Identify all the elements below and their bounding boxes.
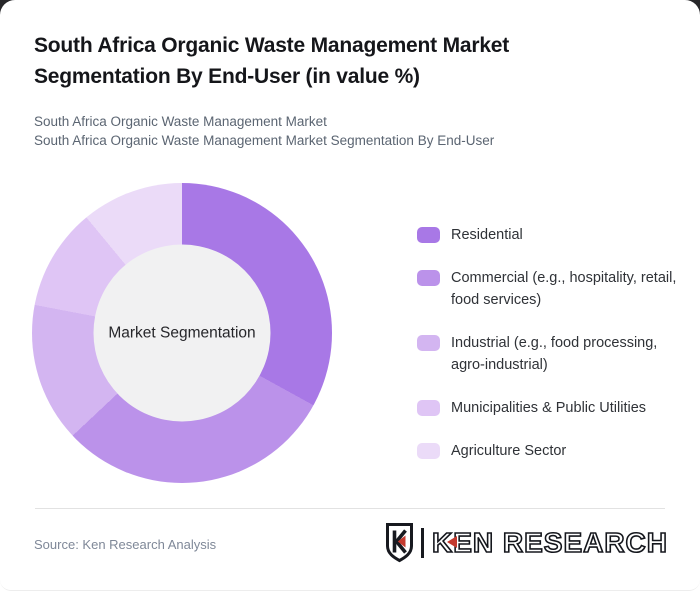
logo-red-triangle xyxy=(397,535,406,548)
legend-label: Agriculture Sector xyxy=(451,443,567,459)
footer-divider xyxy=(35,508,665,509)
logo-wordmark: KEN RESEARCH xyxy=(431,526,668,559)
ken-research-shield-icon xyxy=(385,523,413,563)
logo-separator xyxy=(420,527,424,558)
legend-swatch xyxy=(417,227,440,243)
wordmark-red-triangle-icon xyxy=(446,535,457,548)
donut-chart: Market Segmentation xyxy=(32,183,332,483)
legend-item-agriculture: Agriculture Sector xyxy=(417,440,679,462)
legend-label: Industrial (e.g., food processing, agro-… xyxy=(451,335,658,373)
donut-center-label: Market Segmentation xyxy=(108,324,256,341)
legend-item-industrial: Industrial (e.g., food processing, agro-… xyxy=(417,332,679,376)
ken-research-logo: KEN RESEARCH xyxy=(384,522,668,563)
legend-label: Municipalities & Public Utilities xyxy=(451,400,647,416)
legend-item-commercial: Commercial (e.g., hospitality, retail, f… xyxy=(417,267,679,311)
donut-center: Market Segmentation xyxy=(93,244,271,422)
legend-label: Commercial (e.g., hospitality, retail, f… xyxy=(451,270,677,308)
subtitle-segmentation: South Africa Organic Waste Management Ma… xyxy=(34,133,495,148)
legend-swatch xyxy=(417,335,440,351)
source-note: Source: Ken Research Analysis xyxy=(34,537,217,552)
legend-item-municipalities: Municipalities & Public Utilities xyxy=(417,397,679,419)
legend-swatch xyxy=(417,400,440,416)
legend: Residential Commercial (e.g., hospitalit… xyxy=(417,224,679,462)
legend-swatch xyxy=(417,443,440,459)
page-title: South Africa Organic Waste Management Ma… xyxy=(34,34,510,88)
subtitle-market: South Africa Organic Waste Management Ma… xyxy=(34,114,327,129)
legend-label: Residential xyxy=(451,227,523,243)
legend-swatch xyxy=(417,270,440,286)
logo-wordmark-wrap: KEN RESEARCH xyxy=(431,526,668,559)
legend-item-residential: Residential xyxy=(417,224,679,246)
